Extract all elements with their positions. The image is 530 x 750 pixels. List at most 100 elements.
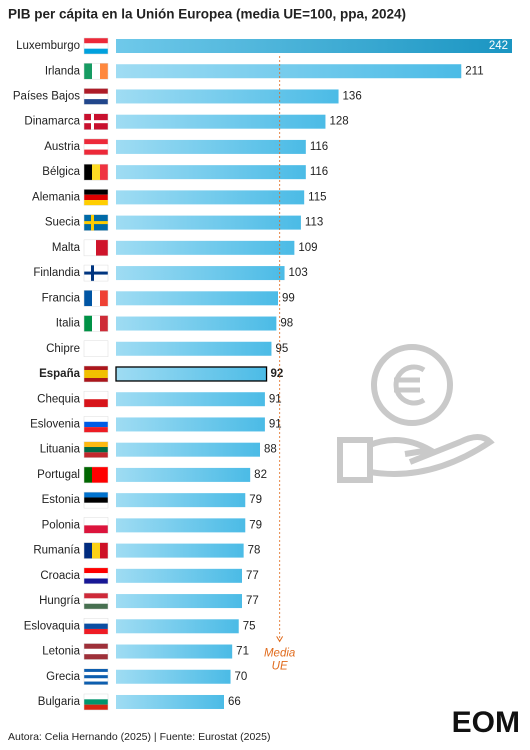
value-label: 116 [310, 141, 328, 153]
flag-border [83, 592, 109, 610]
flag-part [84, 221, 108, 225]
value-label: 77 [246, 595, 259, 607]
category-label: Irlanda [45, 65, 81, 77]
flag-part [84, 391, 108, 400]
category-label: España [39, 368, 81, 380]
category-label: Finlandia [33, 267, 80, 279]
flag [83, 567, 109, 585]
flag-part [84, 421, 108, 428]
flag-part [84, 99, 108, 105]
bar [116, 644, 233, 659]
logo: EOM [452, 706, 520, 739]
flag-border [83, 290, 109, 307]
flag-part [84, 189, 108, 195]
flag [83, 62, 109, 80]
flag-part [84, 668, 108, 672]
reference-label: Media UE [264, 647, 295, 672]
flag [83, 668, 109, 685]
flag-part [84, 447, 108, 453]
bar [116, 493, 246, 508]
category-label: Alemania [32, 191, 81, 203]
reference-arrow [276, 636, 284, 643]
flag [83, 340, 109, 358]
flag-part [84, 704, 108, 710]
flag-border [83, 62, 109, 80]
flag-part [84, 517, 108, 526]
flag [83, 239, 109, 257]
flag [83, 290, 109, 307]
value-label: 103 [289, 267, 308, 279]
flag-border [83, 567, 109, 585]
flag-part [84, 427, 108, 433]
flag-part [84, 678, 108, 682]
flag [83, 113, 109, 130]
value-label: 136 [343, 90, 362, 102]
flag-part [84, 699, 108, 705]
flag-part [100, 542, 108, 559]
flag-border [83, 264, 109, 282]
flag-part [92, 315, 100, 332]
category-label: Lituania [40, 444, 81, 456]
flag [83, 163, 109, 181]
category-label: Polonia [42, 519, 81, 531]
value-label: 92 [271, 368, 284, 380]
euro-hand-icon [337, 344, 495, 483]
flag-part [84, 452, 108, 458]
flag-border [83, 340, 109, 358]
flag [83, 264, 109, 282]
flag-part [92, 63, 100, 80]
category-label: Letonia [42, 646, 80, 658]
category-label: Estonia [42, 494, 81, 506]
value-label: 77 [246, 570, 259, 582]
category-label: Austria [44, 141, 80, 153]
flag [83, 88, 109, 105]
flag-part [84, 63, 92, 80]
flag-part [92, 290, 100, 307]
flag-part [84, 598, 108, 604]
bar [116, 341, 272, 356]
category-label: Malta [52, 242, 81, 254]
category-label: Bulgaria [38, 696, 81, 708]
bar [116, 543, 244, 558]
category-label: Grecia [46, 671, 80, 683]
flag-part [84, 693, 108, 700]
category-label: Chequia [37, 393, 80, 405]
flag-part [84, 628, 108, 635]
category-label: Italia [56, 318, 81, 330]
value-label: 99 [282, 292, 295, 304]
bar [116, 64, 462, 79]
flag-part [84, 144, 108, 150]
bar [116, 619, 239, 634]
bar [116, 114, 326, 129]
flag-border [83, 542, 109, 559]
value-label: 82 [254, 469, 267, 481]
flag-part [84, 492, 108, 498]
category-label: Luxemburgo [16, 40, 80, 52]
flag-part [84, 239, 96, 256]
flag-part [84, 48, 108, 54]
category-label: Dinamarca [24, 116, 80, 128]
flag-border [83, 693, 109, 711]
bar [116, 694, 224, 709]
flag [83, 390, 109, 408]
bar [116, 392, 265, 407]
value-label: 75 [243, 620, 256, 632]
bar [116, 442, 260, 457]
flag-part [84, 567, 108, 574]
flag-part [84, 290, 92, 307]
flag-part [84, 369, 108, 374]
value-label: 128 [329, 116, 348, 128]
category-label: Suecia [45, 217, 81, 229]
flag-part [84, 315, 92, 332]
flag-part [100, 164, 108, 181]
flag-border [83, 643, 109, 660]
flag-part [92, 466, 100, 483]
category-label: Croacia [40, 570, 80, 582]
flag-part [84, 681, 108, 685]
flag-part [84, 138, 108, 145]
flag-part [84, 525, 108, 534]
bar [116, 518, 246, 533]
category-label: Rumanía [33, 545, 80, 557]
flag-border [83, 37, 109, 55]
